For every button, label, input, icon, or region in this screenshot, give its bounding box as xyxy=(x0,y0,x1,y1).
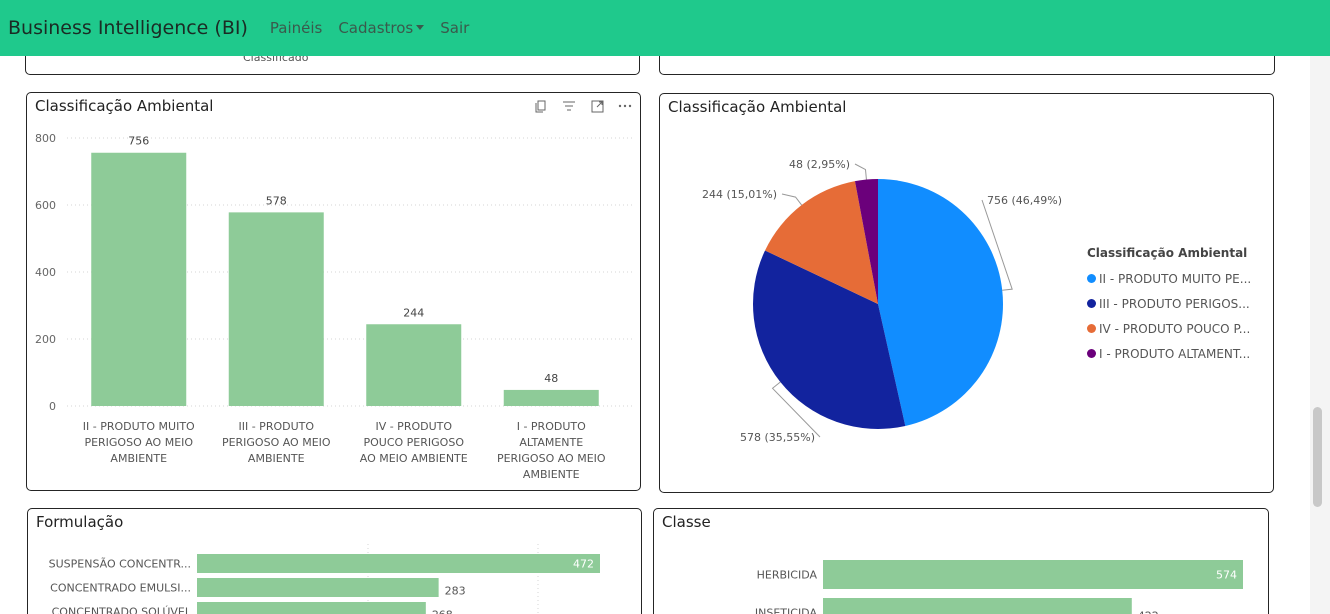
hbar-value-label: 268 xyxy=(432,609,453,614)
legend-label: I - PRODUTO ALTAMENT... xyxy=(1099,346,1251,361)
y-tick-label: 0 xyxy=(49,400,56,413)
nav-link-paineis[interactable]: Painéis xyxy=(269,19,323,37)
pie-leader-line xyxy=(781,193,803,206)
x-category-label: II - PRODUTO MUITO xyxy=(83,420,195,433)
classe-title: Classe xyxy=(662,513,711,531)
hbar[interactable] xyxy=(197,554,600,573)
hbar-category-label: INSETICIDA xyxy=(755,607,818,614)
hbar-value-label: 283 xyxy=(445,585,466,598)
more-options-icon[interactable] xyxy=(616,99,634,113)
hbar-category-label: SUSPENSÃO CONCENTR... xyxy=(49,558,191,571)
page-scrollbar-thumb[interactable] xyxy=(1313,407,1322,507)
x-category-label: AO MEIO AMBIENTE xyxy=(360,452,468,465)
bar-value-label: 756 xyxy=(128,135,149,148)
top-navbar: Business Intelligence (BI) Painéis Cadas… xyxy=(0,0,1330,56)
hbar[interactable] xyxy=(823,598,1132,614)
y-tick-label: 800 xyxy=(35,132,56,145)
legend-item[interactable]: I - PRODUTO ALTAMENT... xyxy=(1087,341,1251,366)
bar[interactable] xyxy=(228,212,324,406)
legend-item[interactable]: III - PRODUTO PERIGOS... xyxy=(1087,291,1251,316)
legend-item[interactable]: II - PRODUTO MUITO PE... xyxy=(1087,266,1251,291)
pie-chart-title: Classificação Ambiental xyxy=(668,98,847,116)
legend-marker xyxy=(1087,274,1096,283)
pie-slice[interactable] xyxy=(765,181,878,304)
nav-link-cadastros[interactable]: Cadastros xyxy=(338,19,425,37)
filter-icon[interactable] xyxy=(560,99,578,113)
pie-data-label: 48 (2,95%) xyxy=(789,158,850,171)
nav-link-sair[interactable]: Sair xyxy=(440,19,470,37)
x-category-label: I - PRODUTO xyxy=(517,420,586,433)
legend-item[interactable]: IV - PRODUTO POUCO P... xyxy=(1087,316,1251,341)
legend-marker xyxy=(1087,324,1096,333)
hbar-category-label: CONCENTRADO EMULSI... xyxy=(50,582,191,595)
legend-label: III - PRODUTO PERIGOS... xyxy=(1099,296,1250,311)
pie-leader-line xyxy=(981,199,1013,291)
y-tick-label: 200 xyxy=(35,333,56,346)
hbar-value-label: 422 xyxy=(1138,610,1159,614)
formulacao-bar-chart: SUSPENSÃO CONCENTR... 472 CONCENTRADO EMUL… xyxy=(49,544,600,614)
formulacao-panel: Formulação SUSPENSÃO CONCENTR... 472 CONCE… xyxy=(27,508,642,614)
pie-leader-line xyxy=(771,381,821,438)
y-tick-label: 600 xyxy=(35,199,56,212)
pie-data-label: 244 (15,01%) xyxy=(702,188,777,201)
y-tick-label: 400 xyxy=(35,266,56,279)
environmental-classification-pie-chart: 756 (46,49%) 578 (35,55%) 244 (15,01%) 48 (… xyxy=(702,158,1062,444)
hbar-category-label: CONCENTRADO SOLÚVEL xyxy=(52,606,192,614)
x-category-label: AMBIENTE xyxy=(110,452,167,465)
bar[interactable] xyxy=(503,389,599,406)
pie-chart-panel: Classificação Ambiental 756 (46,49%) 578 … xyxy=(659,93,1274,493)
copy-icon[interactable] xyxy=(532,99,550,113)
pie-data-label: 578 (35,55%) xyxy=(740,431,815,444)
brand-title[interactable]: Business Intelligence (BI) xyxy=(8,17,248,39)
classe-panel: Classe HERBICIDA 574 INSETICIDA 422 xyxy=(653,508,1269,614)
x-category-label: ALTAMENTE xyxy=(519,436,583,449)
nav-link-cadastros-label: Cadastros xyxy=(338,19,414,37)
hbar[interactable] xyxy=(823,560,1243,589)
legend-marker xyxy=(1087,349,1096,358)
hbar-value-label: 472 xyxy=(573,558,594,571)
x-category-label: AMBIENTE xyxy=(248,452,305,465)
hbar-value-label: 574 xyxy=(1216,569,1237,582)
x-category-label: PERIGOSO AO MEIO xyxy=(497,452,606,465)
x-category-label: IV - PRODUTO xyxy=(375,420,452,433)
x-category-label: POUCO PERIGOSO xyxy=(364,436,465,449)
formulacao-title: Formulação xyxy=(36,513,124,531)
bar[interactable] xyxy=(366,324,462,406)
legend-label: II - PRODUTO MUITO PE... xyxy=(1099,271,1252,286)
page-scrollbar-track[interactable] xyxy=(1310,56,1330,614)
bar-chart-title: Classificação Ambiental xyxy=(35,97,214,115)
hbar[interactable] xyxy=(197,602,426,614)
bar-chart-panel: Classificação Ambiental 0 200 400 600 800 756… xyxy=(26,92,641,491)
legend-marker xyxy=(1087,299,1096,308)
bar-value-label: 48 xyxy=(544,372,558,385)
environmental-classification-bar-chart: 0 200 400 600 800 756 II - PRODUTO MUITO PERIGO… xyxy=(35,132,632,481)
visual-header xyxy=(532,99,634,113)
x-category-label: PERIGOSO AO MEIO xyxy=(222,436,331,449)
bar-value-label: 578 xyxy=(266,194,287,207)
pie-slice[interactable] xyxy=(854,179,878,304)
pie-leader-line xyxy=(854,163,867,180)
focus-mode-icon[interactable] xyxy=(588,99,606,113)
hbar[interactable] xyxy=(197,578,439,597)
pie-slice[interactable] xyxy=(878,179,1003,426)
bar-value-label: 244 xyxy=(403,306,424,319)
chevron-down-icon xyxy=(416,25,425,30)
x-category-label: PERIGOSO AO MEIO xyxy=(84,436,193,449)
x-category-label: AMBIENTE xyxy=(523,468,580,481)
pie-legend: Classificação Ambiental II - PRODUTO MUI… xyxy=(1087,246,1251,366)
bar[interactable] xyxy=(91,152,187,406)
pie-slice[interactable] xyxy=(753,250,906,430)
legend-label: IV - PRODUTO POUCO P... xyxy=(1099,321,1251,336)
hbar-category-label: HERBICIDA xyxy=(757,569,818,582)
legend-title: Classificação Ambiental xyxy=(1087,246,1248,260)
pie-data-label: 756 (46,49%) xyxy=(987,194,1062,207)
classe-bar-chart: HERBICIDA 574 INSETICIDA 422 xyxy=(755,560,1243,614)
x-category-label: III - PRODUTO xyxy=(238,420,314,433)
